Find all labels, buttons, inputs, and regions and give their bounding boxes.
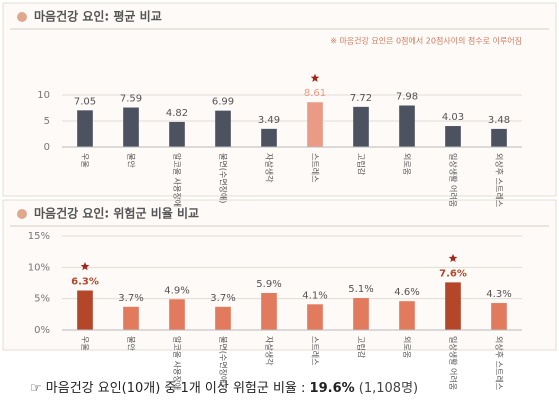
y-tick-label: 15%: [28, 231, 50, 242]
x-tick-label: 외상후 스트레스: [495, 153, 505, 207]
x-tick-label: 일상생활 어려움: [449, 336, 459, 390]
bar: [261, 128, 277, 147]
value-label: 4.6%: [394, 287, 419, 298]
value-label: 7.59: [120, 94, 142, 105]
value-label: 3.7%: [210, 293, 235, 304]
value-label: 3.48: [488, 115, 510, 126]
x-tick-label: 일상생활 어려움: [449, 153, 459, 207]
x-tick-label: 스트레스: [311, 153, 320, 182]
y-tick-label: 5: [44, 116, 50, 127]
x-tick-label: 외로움: [403, 153, 413, 175]
bar: [399, 301, 415, 330]
x-tick-label: 자살생각: [265, 153, 275, 183]
bar: [77, 110, 93, 147]
y-tick-label: 10%: [28, 262, 50, 273]
bar: [123, 107, 139, 147]
bar: [77, 290, 93, 330]
x-tick-label: 불면(수면장애): [219, 153, 229, 203]
bar: [169, 121, 185, 147]
panel: [2, 199, 557, 351]
x-tick-label: 불면(수면장애): [219, 336, 229, 386]
value-label: 7.05: [74, 96, 96, 107]
bar: [491, 128, 507, 147]
value-label: 7.72: [350, 93, 372, 104]
panel: [2, 2, 557, 197]
x-tick-label: 알코올 사용장애: [173, 153, 183, 207]
x-tick-label: 불안: [127, 153, 137, 168]
x-tick-label: 우울: [81, 153, 90, 168]
y-tick-label: 0%: [34, 325, 50, 336]
value-label: 4.03: [442, 112, 464, 123]
value-label: 4.3%: [486, 289, 511, 300]
y-tick-label: 0: [44, 142, 50, 153]
bar: [399, 105, 415, 147]
x-tick-label: 자살생각: [265, 336, 275, 366]
x-tick-label: 우울: [81, 336, 90, 351]
x-tick-label: 외로움: [403, 336, 413, 358]
bar: [215, 110, 231, 147]
highlight-star: [310, 73, 320, 82]
footer-text: ☞ 마음건강 요인(10개) 중 1개 이상 위험군 비율 :: [30, 381, 310, 396]
chart-title: 마음건강 요인: 평균 비교: [34, 9, 162, 24]
bar: [215, 306, 231, 330]
bar: [445, 126, 461, 147]
value-label: 8.61: [304, 88, 326, 99]
bar: [353, 106, 369, 147]
bar: [307, 304, 323, 330]
value-label: 6.3%: [71, 277, 99, 288]
value-label: 5.1%: [348, 284, 373, 295]
value-label: 6.99: [212, 97, 234, 108]
x-tick-label: 알코올 사용장애: [173, 336, 183, 390]
bar: [123, 306, 139, 330]
highlight-star: [80, 262, 90, 271]
x-tick-label: 고립감: [357, 336, 367, 359]
value-label: 7.6%: [439, 268, 467, 279]
bar: [491, 303, 507, 330]
x-tick-label: 고립감: [357, 153, 367, 176]
note: ※ 마음건강 요인은 0점에서 20점사이의 점수로 이루어짐: [330, 36, 522, 46]
bar: [353, 298, 369, 330]
value-label: 5.9%: [256, 279, 281, 290]
highlight-star: [448, 253, 458, 262]
value-label: 4.9%: [164, 285, 189, 296]
footer-highlight: 19.6%: [310, 381, 355, 396]
title-icon: [17, 12, 27, 22]
y-tick-label: 10: [37, 90, 50, 101]
value-label: 3.49: [258, 115, 280, 126]
bar: [261, 293, 277, 330]
bar: [445, 282, 461, 330]
value-label: 7.98: [396, 92, 418, 103]
x-tick-label: 스트레스: [311, 336, 320, 365]
bar: [307, 102, 323, 147]
footer: ☞ 마음건강 요인(10개) 중 1개 이상 위험군 비율 : 19.6% (1…: [30, 381, 418, 396]
chart-title: 마음건강 요인: 위험군 비율 비교: [34, 206, 199, 221]
title-icon: [17, 209, 27, 219]
y-tick-label: 5%: [34, 294, 50, 305]
value-label: 4.82: [166, 108, 188, 119]
bar: [169, 299, 185, 330]
x-tick-label: 외상후 스트레스: [495, 336, 505, 390]
value-label: 3.7%: [118, 293, 143, 304]
value-label: 4.1%: [302, 290, 327, 301]
x-tick-label: 불안: [127, 336, 137, 351]
footer-count: (1,108명): [355, 381, 418, 396]
